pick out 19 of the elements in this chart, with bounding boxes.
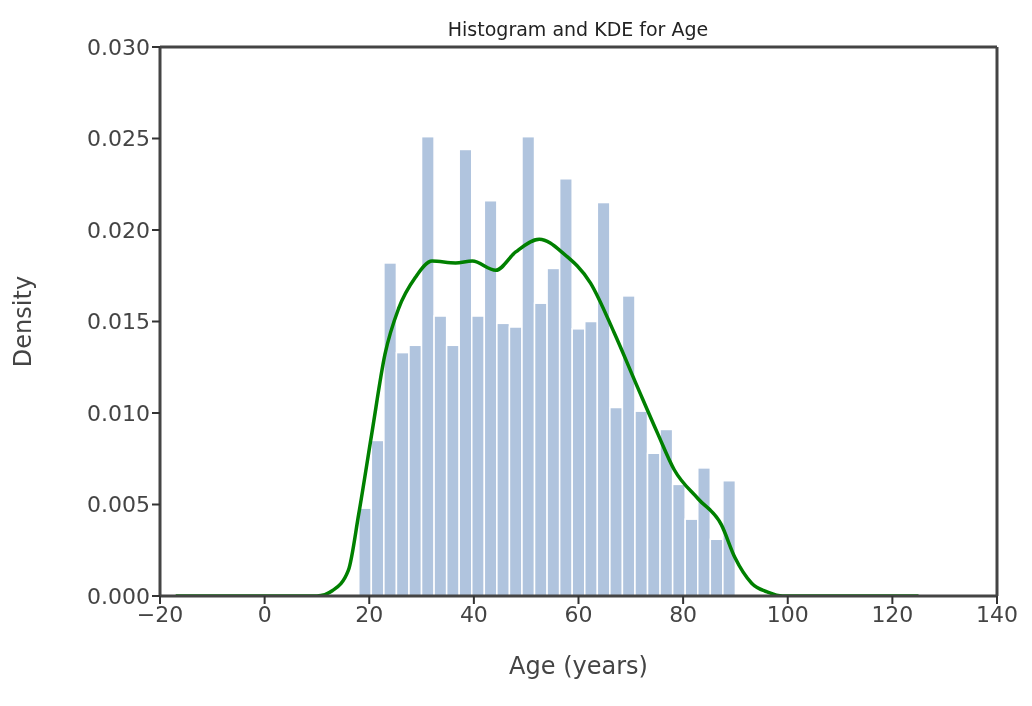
x-tick-label: 140 bbox=[976, 601, 1018, 627]
y-axis-title: Density bbox=[8, 275, 37, 368]
x-tick-label: 80 bbox=[669, 601, 698, 627]
x-axis-title: Age (years) bbox=[509, 652, 648, 680]
y-tick-label: 0.005 bbox=[87, 492, 150, 518]
x-tick-label: 100 bbox=[766, 601, 809, 627]
line-series bbox=[173, 237, 921, 596]
x-tick-label: 40 bbox=[459, 601, 488, 627]
y-tick-label: 0.000 bbox=[87, 583, 150, 609]
y-tick-label: 0.025 bbox=[87, 126, 150, 152]
y-tick-label: 0.030 bbox=[87, 34, 150, 60]
x-tick-label: 20 bbox=[355, 601, 384, 627]
y-tick-label: 0.015 bbox=[87, 309, 150, 335]
y-tick-label: 0.020 bbox=[87, 217, 150, 243]
x-tick-label: 60 bbox=[564, 601, 593, 627]
x-tick-label: 0 bbox=[257, 601, 272, 627]
chart-title: Histogram and KDE for Age bbox=[446, 18, 710, 40]
x-tick-label: 120 bbox=[871, 601, 914, 627]
y-tick-label: 0.010 bbox=[87, 400, 150, 426]
